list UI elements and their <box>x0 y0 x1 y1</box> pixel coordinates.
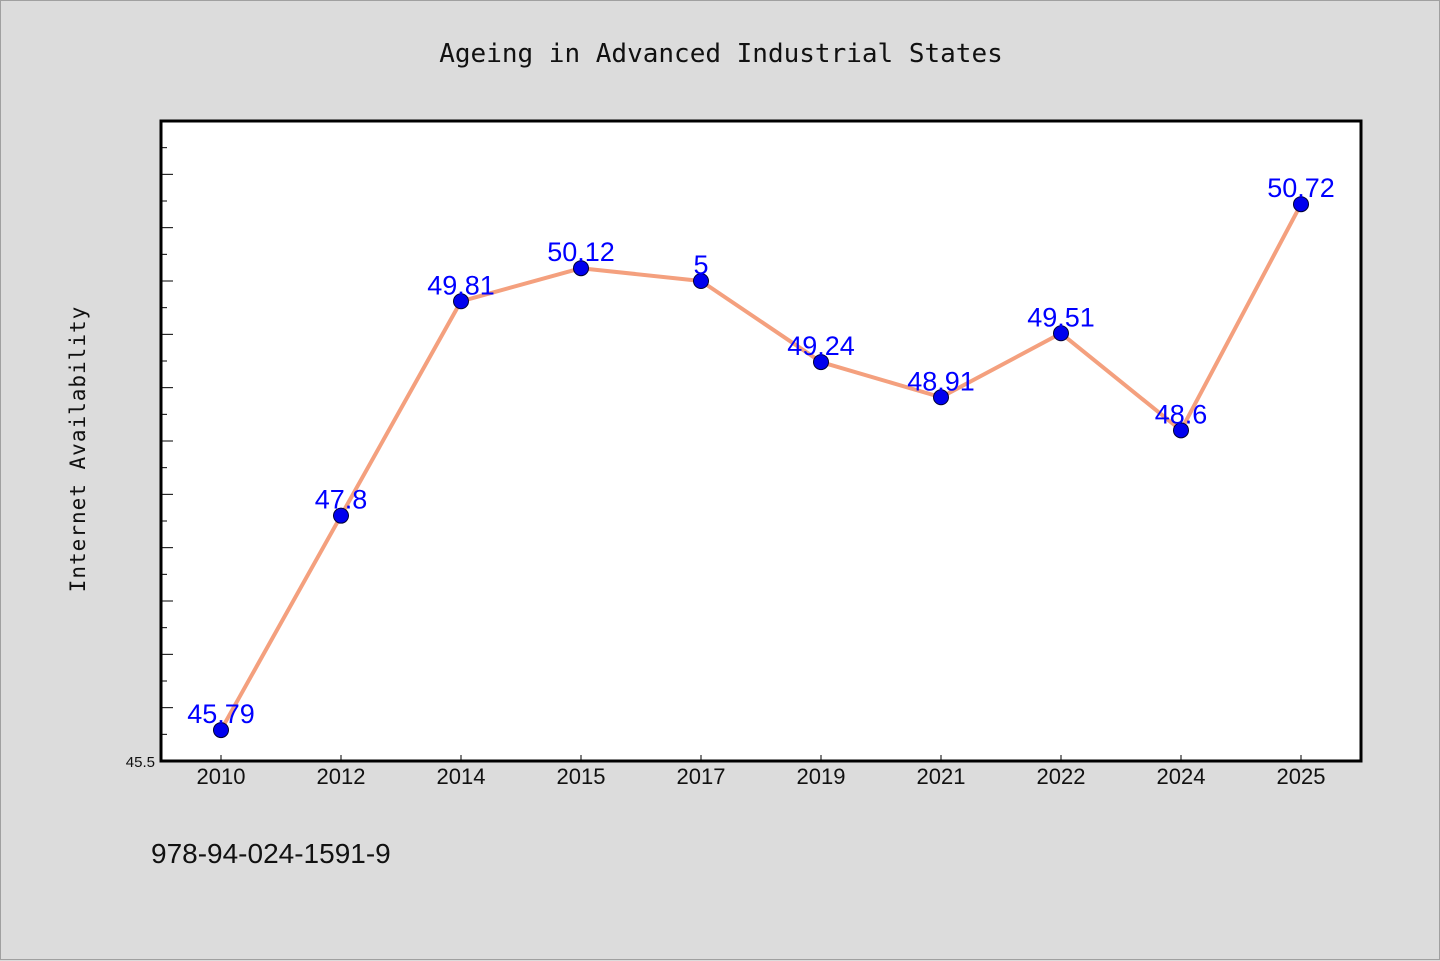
series-line <box>219 203 1303 732</box>
data-point-label: 48.6 <box>1155 399 1208 429</box>
data-point-marker <box>333 507 349 524</box>
data-point-label: 49.51 <box>1027 302 1095 332</box>
data-point-label: 48.91 <box>907 366 975 396</box>
data-point-marker <box>933 389 949 406</box>
data-point-marker <box>1293 196 1309 213</box>
x-tick-label: 2021 <box>917 764 966 789</box>
x-tick-label: 2025 <box>1277 764 1326 789</box>
x-tick-label: 2012 <box>317 764 366 789</box>
data-point-label: 47.8 <box>315 485 368 515</box>
isbn-text: 978-94-024-1591-9 <box>151 838 391 869</box>
data-point-label: 5 <box>693 250 708 280</box>
x-tick-label: 2017 <box>677 764 726 789</box>
data-point-marker <box>693 273 709 289</box>
data-point-marker <box>213 722 229 739</box>
plot-area <box>161 121 1361 761</box>
data-labels: 45.79 47.8 49.81 50.12 5 49.24 48.91 49.51 48.6 5… <box>187 173 1335 729</box>
x-tick-label: 2010 <box>197 764 246 789</box>
x-tick-label: 2014 <box>437 764 486 789</box>
y-tick-label: 45.5 <box>126 754 155 771</box>
data-point-label: 45.79 <box>187 699 255 729</box>
x-axis-tick-labels: 2010 2012 2014 2015 2017 2019 2021 2022 2024 2025 <box>197 764 1326 789</box>
x-tick-label: 2015 <box>557 764 606 789</box>
x-tick-label: 2022 <box>1037 764 1086 789</box>
chart-title: Ageing in Advanced Industrial States <box>439 39 1003 69</box>
x-tick-label: 2024 <box>1157 764 1206 789</box>
y-axis-label: Internet Availability <box>66 306 90 593</box>
data-point-marker <box>453 293 469 310</box>
data-point-label: 49.24 <box>787 331 855 361</box>
data-point-label: 50.72 <box>1267 173 1335 203</box>
data-point-marker <box>813 354 829 371</box>
y-axis-tick-labels: 45.5 <box>126 754 155 771</box>
x-tick-label: 2019 <box>797 764 846 789</box>
data-point-label: 50.12 <box>547 237 615 267</box>
data-point-marker <box>1053 325 1069 342</box>
data-point-marker <box>573 260 589 277</box>
plot-border <box>159 119 1363 763</box>
data-markers <box>213 196 1309 739</box>
data-point-label: 49.81 <box>427 270 495 300</box>
data-point-marker <box>1173 422 1189 439</box>
